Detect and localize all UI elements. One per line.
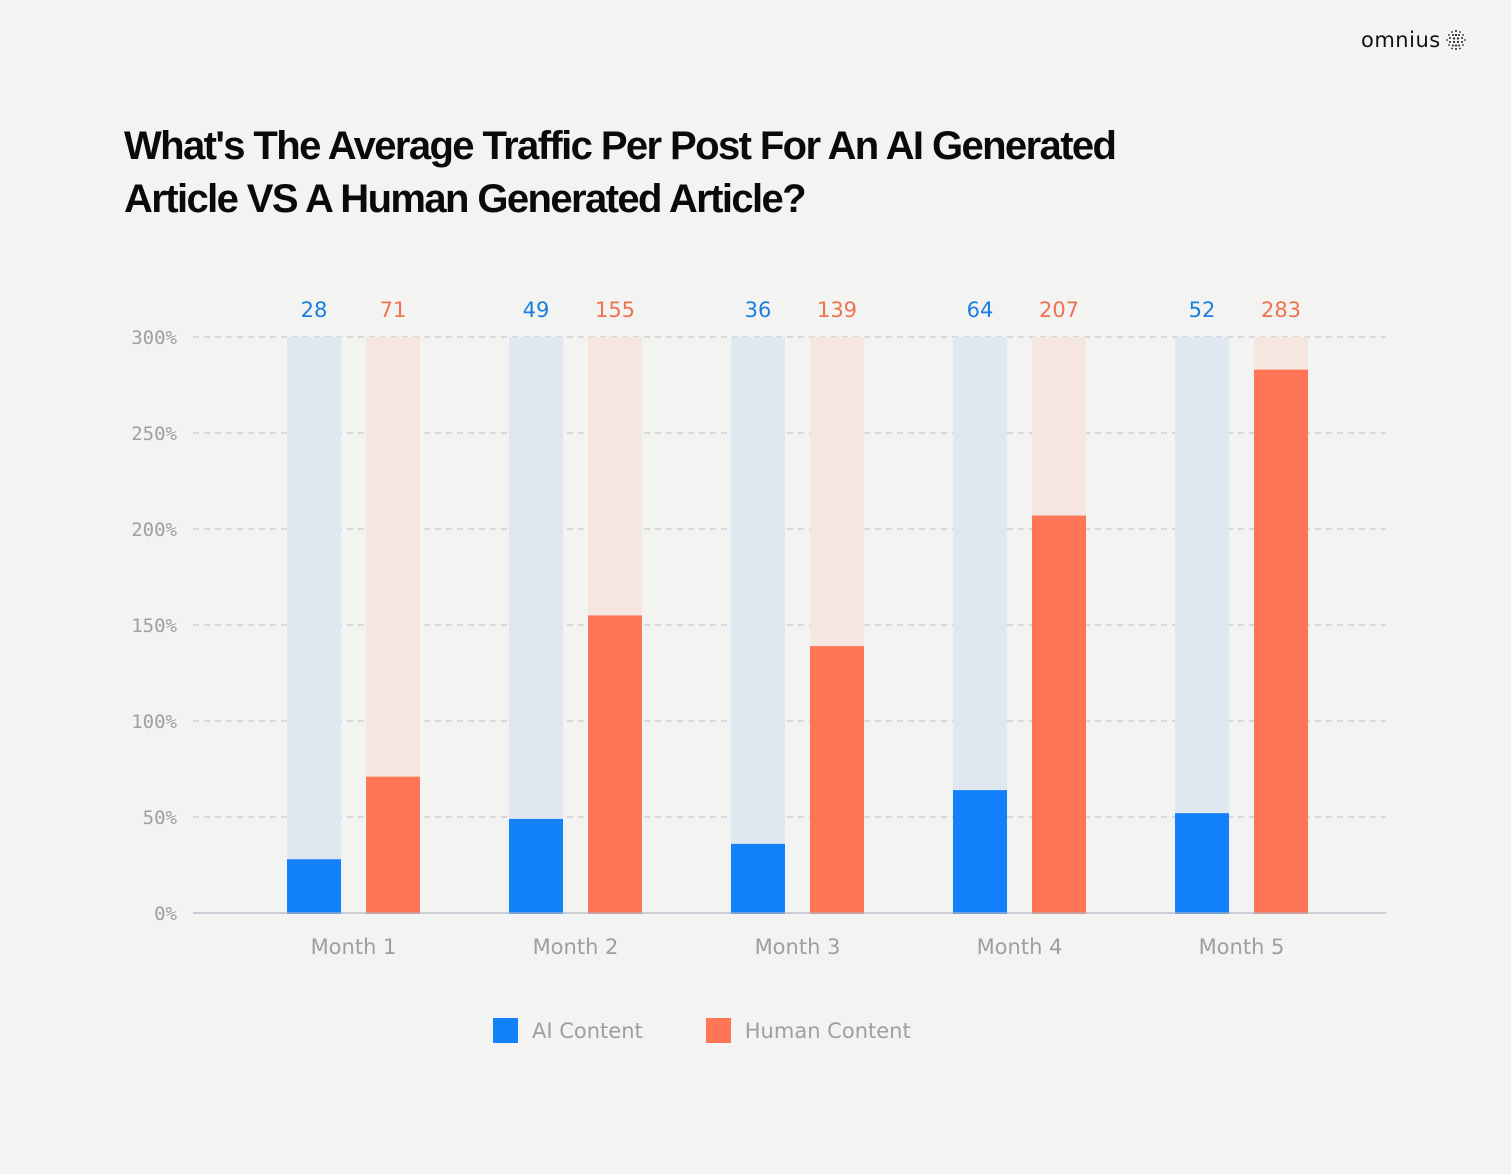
bar-ai bbox=[509, 818, 563, 914]
bar-chart: 0% 50% 100% 150% 200% 250% 300% 28 71 Month 1 49 15… bbox=[131, 298, 1386, 959]
chart-title: What's The Average Traffic Per Post For … bbox=[124, 120, 1174, 226]
data-label-ai: 36 bbox=[745, 298, 772, 322]
bar-human bbox=[366, 776, 420, 914]
legend-item-human: Human Content bbox=[705, 1018, 911, 1043]
bar-human bbox=[810, 646, 864, 914]
data-label-human: 283 bbox=[1261, 298, 1301, 322]
y-tick-label: 100% bbox=[131, 711, 177, 733]
data-label-ai: 52 bbox=[1189, 298, 1216, 322]
x-tick-label: Month 1 bbox=[311, 935, 397, 959]
data-label-ai: 28 bbox=[301, 298, 328, 322]
y-tick-label: 0% bbox=[154, 903, 177, 925]
x-tick-label: Month 4 bbox=[977, 935, 1063, 959]
x-tick-label: Month 3 bbox=[755, 935, 841, 959]
bar-human bbox=[1032, 515, 1086, 914]
chart-legend: AI Content Human Content bbox=[493, 1018, 974, 1043]
bar-track-ai bbox=[287, 337, 341, 913]
bar-ai bbox=[731, 843, 785, 914]
legend-label-ai: AI Content bbox=[532, 1018, 643, 1043]
data-label-ai: 64 bbox=[967, 298, 994, 322]
bar-track-ai bbox=[509, 337, 563, 913]
data-label-human: 139 bbox=[817, 298, 857, 322]
bar-human bbox=[1254, 369, 1308, 914]
legend-label-human: Human Content bbox=[744, 1018, 911, 1043]
legend-swatch-human bbox=[705, 1018, 731, 1043]
brand-logo: omnius bbox=[1361, 28, 1467, 52]
data-label-human: 155 bbox=[595, 298, 635, 322]
bar-human bbox=[588, 615, 642, 914]
legend-swatch-ai bbox=[493, 1018, 518, 1043]
data-label-human: 207 bbox=[1039, 298, 1079, 322]
y-tick-label: 200% bbox=[131, 519, 177, 541]
legend-item-ai: AI Content bbox=[493, 1018, 643, 1043]
y-tick-label: 50% bbox=[143, 807, 178, 829]
data-label-ai: 49 bbox=[523, 298, 550, 322]
bar-ai bbox=[953, 790, 1007, 914]
y-tick-label: 150% bbox=[131, 615, 177, 637]
y-tick-label: 250% bbox=[131, 423, 177, 445]
y-tick-label: 300% bbox=[131, 327, 177, 349]
chart-title-line-2: Article VS A Human Generated Article? bbox=[124, 177, 807, 221]
bar-track-ai bbox=[731, 337, 785, 913]
brand-name: omnius bbox=[1361, 28, 1441, 52]
chart-title-line-1: What's The Average Traffic Per Post For … bbox=[124, 124, 1117, 168]
x-tick-label: Month 2 bbox=[533, 935, 619, 959]
data-label-human: 71 bbox=[380, 298, 407, 322]
bar-ai bbox=[287, 859, 341, 914]
bar-ai bbox=[1175, 813, 1229, 914]
dotted-sphere-icon bbox=[1445, 30, 1466, 50]
x-tick-label: Month 5 bbox=[1199, 935, 1285, 959]
